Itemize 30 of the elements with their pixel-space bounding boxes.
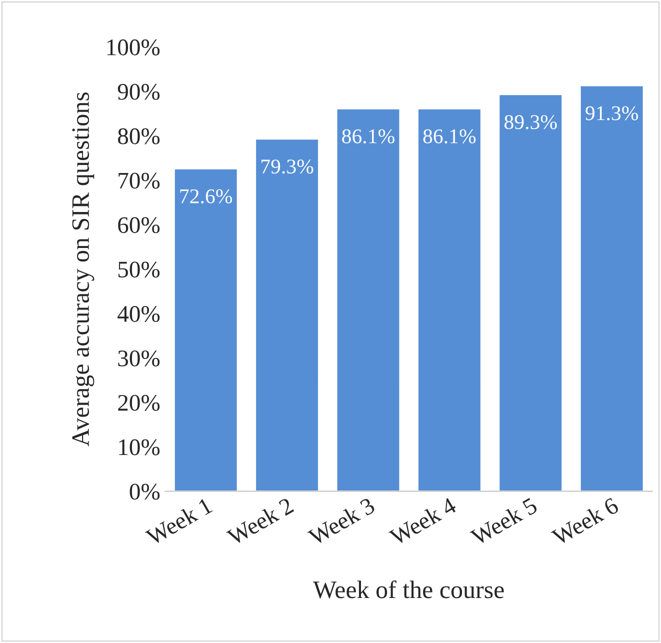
data-label: 72.6% xyxy=(180,189,232,204)
bar xyxy=(254,138,320,492)
y-tick-label: 40% xyxy=(118,306,160,322)
x-tick-label: Week 6 xyxy=(550,496,620,546)
data-label: 86.1% xyxy=(342,129,394,144)
y-tick-label: 0% xyxy=(130,484,160,500)
x-axis-title: Week of the course xyxy=(313,580,504,598)
bar xyxy=(336,108,401,492)
data-label: 86.1% xyxy=(423,129,476,144)
y-tick-label: 30% xyxy=(118,350,160,366)
x-tick-label: Week 4 xyxy=(388,496,458,546)
data-label: 89.3% xyxy=(504,115,557,130)
bar xyxy=(579,84,644,492)
bar xyxy=(417,108,482,492)
bar xyxy=(173,168,238,492)
data-label: 79.3% xyxy=(262,160,314,174)
y-tick-label: 50% xyxy=(118,262,160,278)
y-axis-title: Average accuracy on SIR questions xyxy=(72,92,94,446)
y-tick-label: 60% xyxy=(118,217,160,234)
y-tick-label: 80% xyxy=(118,128,160,144)
bar xyxy=(498,94,563,492)
y-tick-label: 90% xyxy=(118,84,160,100)
y-tick-label: 10% xyxy=(119,439,160,456)
x-tick-label: Week 5 xyxy=(469,496,538,546)
y-tick-label: 70% xyxy=(118,172,160,189)
data-label: 91.3% xyxy=(586,106,638,120)
y-tick-label: 20% xyxy=(118,394,160,411)
x-tick-label: Week 2 xyxy=(226,496,294,546)
y-tick-label: 100% xyxy=(107,39,160,56)
x-tick-label: Week 3 xyxy=(306,496,376,546)
